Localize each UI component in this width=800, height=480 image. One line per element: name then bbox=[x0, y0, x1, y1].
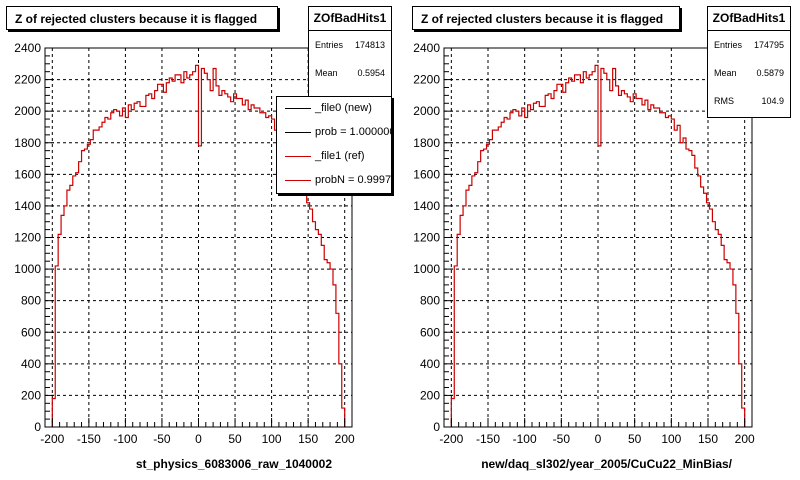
right-y-tick-label: 1600 bbox=[413, 167, 440, 181]
left-stats-mean-row: Mean 0.5954 bbox=[309, 59, 391, 87]
right-y-tick-label: 2400 bbox=[413, 41, 440, 55]
left-y-tick-label: 1200 bbox=[14, 231, 41, 245]
legend-label-file1: _file1 (ref) bbox=[315, 150, 365, 162]
left-x-tick-label: 0 bbox=[195, 432, 202, 446]
left-y-tick-label: 800 bbox=[21, 294, 41, 308]
left-y-tick-label: 200 bbox=[21, 388, 41, 402]
left-x-tick-label: -150 bbox=[77, 432, 101, 446]
right-x-tick-label: 0 bbox=[595, 432, 602, 446]
left-x-tick-label: -100 bbox=[113, 432, 137, 446]
right-entries-label: Entries bbox=[714, 40, 743, 50]
right-x-tick-label: -100 bbox=[513, 432, 537, 446]
right-title: Z of rejected clusters because it is fla… bbox=[421, 12, 664, 26]
right-mean-label: Mean bbox=[714, 68, 737, 78]
left-x-tick-label: 200 bbox=[335, 432, 355, 446]
left-y-tick-label: 1000 bbox=[14, 262, 41, 276]
left-x-tick-label: -50 bbox=[153, 432, 171, 446]
right-y-tick-label: 400 bbox=[420, 357, 440, 371]
right-y-tick-label: 1800 bbox=[413, 136, 440, 150]
left-entries-value: 174813 bbox=[354, 40, 385, 50]
right-x-tick-label: 200 bbox=[735, 432, 755, 446]
right-stats-rms-row: RMS 104.9 bbox=[708, 87, 790, 115]
legend-label-prob: prob = 1.000000 bbox=[315, 126, 392, 138]
right-y-tick-label: 200 bbox=[420, 388, 440, 402]
left-x-tick-label: -200 bbox=[40, 432, 64, 446]
right-rms-label: RMS bbox=[714, 96, 734, 106]
right-histogram-line bbox=[450, 64, 746, 427]
left-y-tick-label: 600 bbox=[21, 325, 41, 339]
left-y-tick-label: 2200 bbox=[14, 73, 41, 87]
right-x-tick-label: -150 bbox=[476, 432, 500, 446]
left-x-tick-label: 50 bbox=[228, 432, 242, 446]
right-y-tick-label: 1400 bbox=[413, 199, 440, 213]
right-y-tick-label: 0 bbox=[433, 420, 440, 434]
left-stats-entries-row: Entries 174813 bbox=[309, 31, 391, 59]
left-y-tick-label: 1400 bbox=[14, 199, 41, 213]
right-stats-box: ZOfBadHits1 Entries 174795 Mean 0.5879 R… bbox=[707, 6, 791, 118]
left-x-tick-label: 100 bbox=[262, 432, 282, 446]
right-mean-value: 0.5879 bbox=[756, 68, 784, 78]
right-stats-entries-row: Entries 174795 bbox=[708, 31, 790, 59]
left-y-tick-label: 2400 bbox=[14, 41, 41, 55]
left-title: Z of rejected clusters because it is fla… bbox=[15, 12, 258, 26]
right-stats-mean-row: Mean 0.5879 bbox=[708, 59, 790, 87]
right-y-tick-label: 2000 bbox=[413, 104, 440, 118]
legend-swatch-file1 bbox=[285, 156, 311, 157]
legend-label-file0: _file0 (new) bbox=[315, 102, 372, 114]
legend-item-prob: prob = 1.000000 bbox=[277, 121, 391, 145]
left-stats-name: ZOfBadHits1 bbox=[309, 7, 391, 31]
right-plot: -200 -150 -100 -50 0 50 100 150 2000200400600800… bbox=[413, 41, 755, 471]
left-mean-value: 0.5954 bbox=[357, 68, 385, 78]
right-y-tick-label: 1000 bbox=[413, 262, 440, 276]
right-x-tick-label: 50 bbox=[628, 432, 642, 446]
legend-label-probn: probN = 0.999700 bbox=[315, 174, 392, 186]
left-y-tick-label: 2000 bbox=[14, 104, 41, 118]
left-title-box: Z of rejected clusters because it is fla… bbox=[6, 6, 278, 30]
legend-swatch-file0 bbox=[285, 108, 311, 109]
right-rms-value: 104.9 bbox=[761, 96, 784, 106]
legend-box: _file0 (new) prob = 1.000000 _file1 (ref… bbox=[276, 96, 392, 194]
left-y-tick-label: 400 bbox=[21, 357, 41, 371]
right-y-tick-label: 800 bbox=[420, 294, 440, 308]
right-y-tick-label: 2200 bbox=[413, 73, 440, 87]
right-x-axis-label: new/daq_sl302/year_2005/CuCu22_MinBias/ bbox=[481, 457, 732, 471]
left-x-axis-label: st_physics_6083006_raw_1040002 bbox=[136, 457, 332, 471]
right-x-tick-label: -50 bbox=[553, 432, 571, 446]
right-y-tick-label: 600 bbox=[420, 325, 440, 339]
right-y-tick-label: 1200 bbox=[413, 231, 440, 245]
legend-swatch-prob bbox=[285, 132, 311, 133]
right-entries-value: 174795 bbox=[753, 40, 784, 50]
right-x-tick-label: 150 bbox=[698, 432, 718, 446]
left-x-tick-label: 150 bbox=[298, 432, 318, 446]
left-mean-label: Mean bbox=[315, 68, 338, 78]
right-x-tick-label: 100 bbox=[661, 432, 681, 446]
legend-item-file0: _file0 (new) bbox=[277, 97, 391, 121]
legend-item-probn: probN = 0.999700 bbox=[277, 169, 391, 193]
right-title-box: Z of rejected clusters because it is fla… bbox=[412, 6, 680, 30]
left-entries-label: Entries bbox=[315, 40, 344, 50]
right-x-tick-label: -200 bbox=[439, 432, 463, 446]
legend-swatch-probn bbox=[285, 180, 311, 181]
left-y-tick-label: 1800 bbox=[14, 136, 41, 150]
legend-item-file1: _file1 (ref) bbox=[277, 145, 391, 169]
right-stats-name: ZOfBadHits1 bbox=[708, 7, 790, 31]
left-y-tick-label: 0 bbox=[34, 420, 41, 434]
left-y-tick-label: 1600 bbox=[14, 167, 41, 181]
